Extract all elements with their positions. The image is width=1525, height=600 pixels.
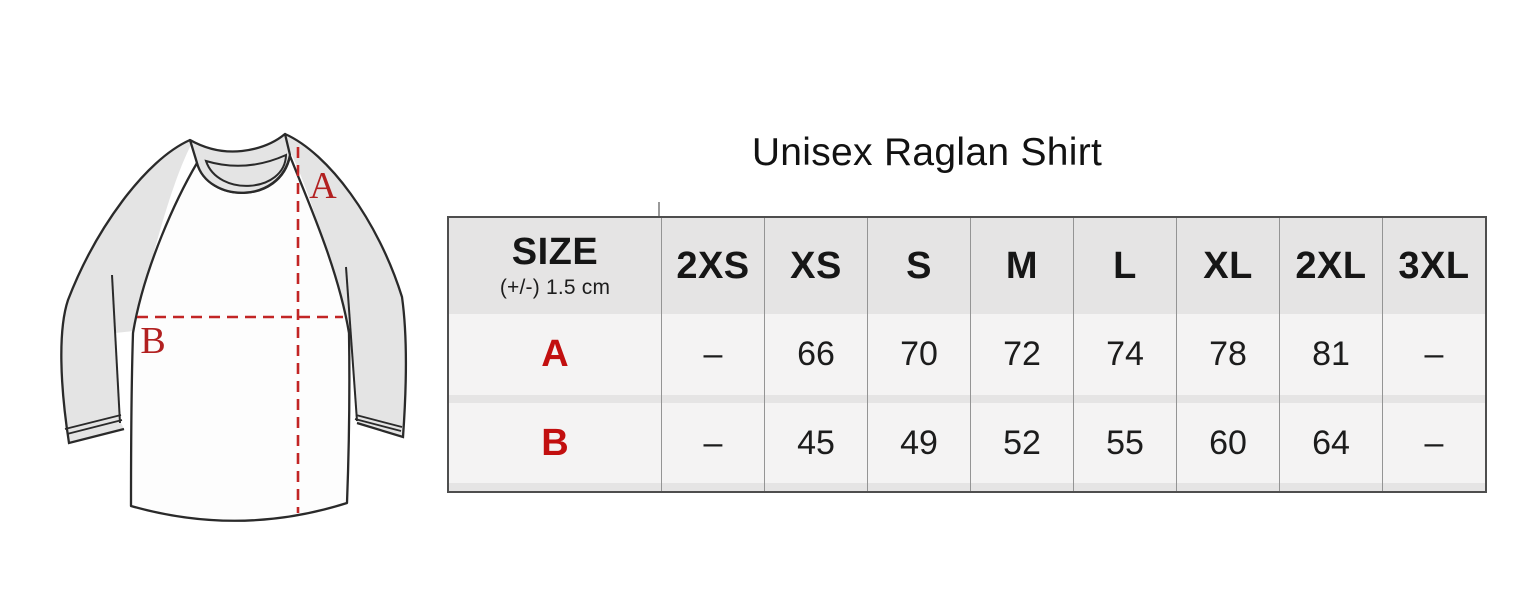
left-sleeve-outline [60,138,191,445]
row-b-label: B [449,403,661,483]
cell-a-m: 72 [971,314,1073,395]
table-column-2xl: 2XL 81 64 [1279,218,1382,491]
page-title: Unisex Raglan Shirt [751,131,1103,174]
left-cuff-lines [64,414,123,435]
table-column-m: M 72 52 [970,218,1073,491]
header-m: M [1005,244,1039,287]
raglan-shirt-illustration-icon: A B [60,132,408,522]
cell-a-3xl: – [1383,314,1485,395]
left-sleeve-inner-edge [111,274,121,424]
cell-b-3xl: – [1383,403,1485,483]
table-column-s: S 70 49 [867,218,970,491]
header-2xs: 2XS [676,244,750,287]
header-3xl: 3XL [1398,244,1470,287]
column-divider-notch [658,202,660,216]
cell-b-xs: 45 [765,403,867,483]
cell-a-xs: 66 [765,314,867,395]
right-cuff-lines [354,414,403,432]
right-sleeve [283,134,406,437]
cell-a-s: 70 [868,314,970,395]
cell-b-2xs: – [662,403,764,483]
left-sleeve [61,140,192,443]
shirt-diagram: A B [40,105,430,535]
cell-a-2xl: 81 [1280,314,1382,395]
right-sleeve-outline [284,132,408,439]
table-column-xs: XS 66 45 [764,218,867,491]
table-column-2xs: 2XS – – [661,218,764,491]
header-2xl: 2XL [1295,244,1367,287]
cell-b-l: 55 [1074,403,1176,483]
neck-opening [204,153,288,187]
cell-b-2xl: 64 [1280,403,1382,483]
table-column-l: L 74 55 [1073,218,1176,491]
cell-b-m: 52 [971,403,1073,483]
table-column-size: SIZE (+/-) 1.5 cm A B [449,218,661,491]
size-tolerance-label: (+/-) 1.5 cm [499,275,611,299]
table-column-xl: XL 78 60 [1176,218,1279,491]
header-s: S [906,244,932,287]
header-xl: XL [1203,244,1253,287]
header-l: L [1113,244,1137,287]
diagram-label-b: B [140,320,165,362]
cell-a-l: 74 [1074,314,1176,395]
row-a-label: A [449,314,661,395]
cell-a-2xs: – [662,314,764,395]
right-sleeve-inner-edge [345,266,358,422]
cell-b-xl: 60 [1177,403,1279,483]
cell-a-xl: 78 [1177,314,1279,395]
size-header-label: SIZE [511,230,599,273]
cell-b-s: 49 [868,403,970,483]
table-column-3xl: 3XL – – [1382,218,1485,491]
size-table: SIZE (+/-) 1.5 cm A B 2XS – – XS 66 45 S… [447,216,1487,493]
size-header-cell: SIZE (+/-) 1.5 cm [449,218,661,314]
diagram-label-a: A [309,165,337,207]
header-xs: XS [790,244,842,287]
